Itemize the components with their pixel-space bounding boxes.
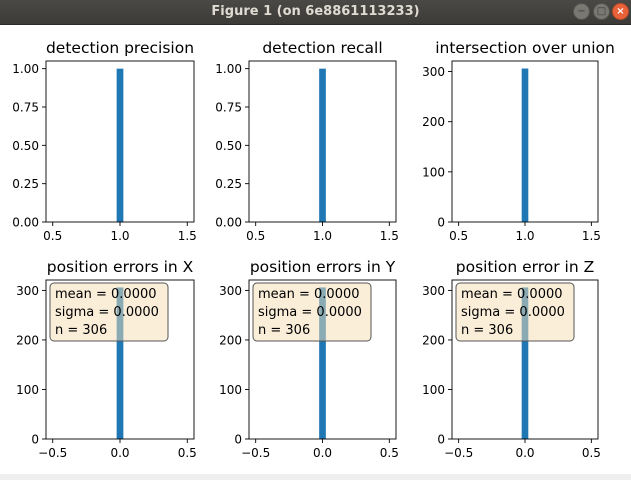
- subplot-title: position errors in X: [47, 258, 194, 276]
- subplot-title: position error in Z: [456, 258, 594, 276]
- stats-box: [49, 282, 169, 342]
- y-tick-label: 0.75: [12, 101, 39, 115]
- x-tick-label: 0.5: [43, 229, 62, 243]
- stats-box: [252, 282, 372, 342]
- subplot-title: detection precision: [46, 39, 194, 57]
- subplot-2: 0.5 1.0 1.5 0.00 0.25 0.50 0.75 1.00 detection r…: [215, 39, 399, 243]
- y-tick-label: 300: [422, 65, 445, 79]
- histogram-bar: [319, 68, 326, 223]
- minimize-button[interactable]: −: [573, 3, 590, 20]
- x-tick-label: −0.5: [38, 446, 67, 460]
- histogram-bar: [116, 287, 124, 439]
- histogram-bar: [521, 68, 529, 222]
- status-bar: [0, 474, 631, 480]
- y-tick-label: 200: [422, 115, 445, 129]
- stats-line: sigma = 0.0000: [258, 305, 362, 320]
- stats-line: n = 306: [258, 323, 310, 338]
- x-tick-label: 0.5: [380, 446, 399, 460]
- y-tick-label: 300: [422, 284, 445, 298]
- subplot-5: −0.5 0.0 0.5 0 100 200 300 position errors in Y…: [219, 258, 399, 460]
- window-titlebar[interactable]: Figure 1 (on 6e8861113233) − □ ×: [0, 0, 631, 25]
- x-tick-label: 0.5: [178, 446, 197, 460]
- y-tick-label: 0.25: [12, 177, 39, 191]
- x-tick-label: 0.5: [449, 229, 468, 243]
- x-tick-label: 0.0: [515, 446, 534, 460]
- x-tick-label: 1.5: [380, 229, 399, 243]
- x-tick-label: 1.5: [582, 229, 601, 243]
- subplot-1: 0.5 1.0 1.5 0.00 0.25 0.50 0.75 1.00 detection p…: [12, 39, 197, 243]
- histogram-bar: [319, 287, 326, 439]
- y-tick-label: 0.75: [215, 101, 242, 115]
- histogram-bar: [116, 68, 124, 223]
- x-tick-label: 1.0: [313, 229, 332, 243]
- y-tick-label: 0.25: [215, 177, 242, 191]
- y-tick-label: 0: [437, 216, 445, 230]
- y-tick-label: 100: [422, 383, 445, 397]
- close-button[interactable]: ×: [612, 3, 629, 20]
- stats-line: n = 306: [461, 323, 513, 338]
- y-tick-label: 1.00: [12, 62, 39, 76]
- x-tick-label: −0.5: [444, 446, 473, 460]
- maximize-button[interactable]: □: [593, 3, 610, 20]
- figure-canvas: 0.5 1.0 1.5 0.00 0.25 0.50 0.75 1.00 detection p…: [0, 25, 631, 474]
- y-tick-label: 100: [219, 383, 242, 397]
- subplot-3: 0.5 1.0 1.5 0 100 200 300 intersection over uni…: [422, 39, 615, 243]
- stats-line: mean = 0.0000: [258, 287, 360, 302]
- stats-line: mean = 0.0000: [461, 287, 563, 302]
- stats-box: [455, 282, 575, 342]
- y-tick-label: 200: [422, 333, 445, 347]
- x-tick-label: −0.5: [241, 446, 270, 460]
- subplot-4: −0.5 0.0 0.5 0 100 200 300 position errors in X…: [16, 258, 197, 460]
- stats-line: sigma = 0.0000: [55, 305, 159, 320]
- y-tick-label: 0.00: [215, 216, 242, 230]
- y-tick-label: 0: [31, 433, 39, 447]
- subplot-title: intersection over union: [435, 39, 615, 57]
- y-tick-label: 100: [422, 165, 445, 179]
- y-tick-label: 300: [219, 284, 242, 298]
- window-title: Figure 1 (on 6e8861113233): [211, 4, 420, 19]
- x-tick-label: 0.5: [582, 446, 601, 460]
- histogram-bar: [521, 287, 529, 439]
- x-tick-label: 0.0: [313, 446, 332, 460]
- y-tick-label: 1.00: [215, 62, 242, 76]
- stats-line: n = 306: [55, 323, 107, 338]
- y-tick-label: 0.50: [215, 139, 242, 153]
- y-tick-label: 200: [219, 333, 242, 347]
- y-tick-label: 0: [234, 433, 242, 447]
- x-tick-label: 1.0: [110, 229, 129, 243]
- stats-line: sigma = 0.0000: [461, 305, 565, 320]
- x-tick-label: 0.5: [246, 229, 265, 243]
- y-tick-label: 300: [16, 284, 39, 298]
- y-tick-label: 0.50: [12, 139, 39, 153]
- x-tick-label: 1.0: [515, 229, 534, 243]
- stats-line: mean = 0.0000: [55, 287, 157, 302]
- y-tick-label: 200: [16, 333, 39, 347]
- x-tick-label: 0.0: [110, 446, 129, 460]
- subplot-title: detection recall: [262, 39, 382, 57]
- y-tick-label: 100: [16, 383, 39, 397]
- subplot-6: −0.5 0.0 0.5 0 100 200 300 position error in Z m…: [422, 258, 601, 460]
- subplot-title: position errors in Y: [250, 258, 396, 276]
- y-tick-label: 0.00: [12, 216, 39, 230]
- x-tick-label: 1.5: [178, 229, 197, 243]
- y-tick-label: 0: [437, 433, 445, 447]
